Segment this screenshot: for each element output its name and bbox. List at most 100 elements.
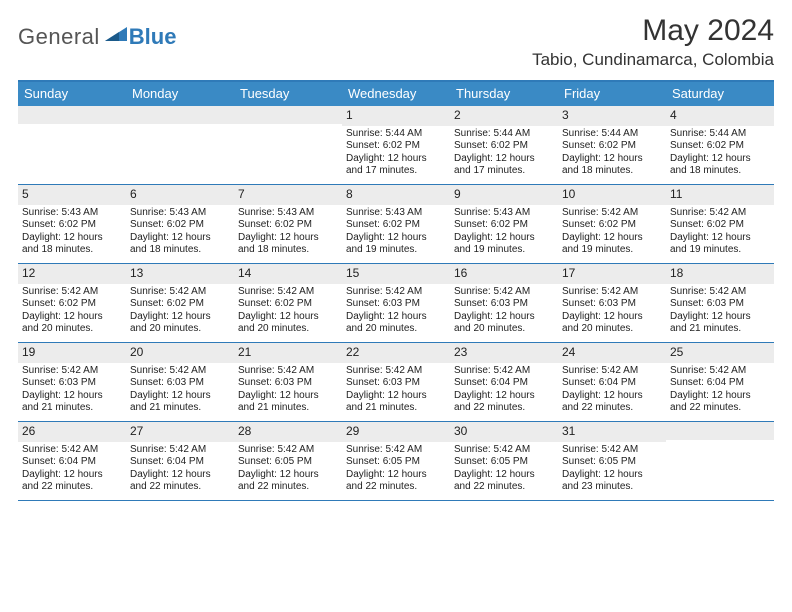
sunset-text: Sunset: 6:04 PM [22,456,122,469]
daylight-text: Daylight: 12 hours and 20 minutes. [130,311,230,336]
sunset-text: Sunset: 6:05 PM [238,456,338,469]
day-number: 19 [22,345,35,359]
calendar-day-cell: 29Sunrise: 5:42 AMSunset: 6:05 PMDayligh… [342,422,450,500]
daylight-text: Daylight: 12 hours and 17 minutes. [346,153,446,178]
day-number-row: 16 [450,264,558,284]
day-number-row: 6 [126,185,234,205]
day-number: 5 [22,187,29,201]
sunrise-text: Sunrise: 5:42 AM [346,286,446,299]
calendar-day-cell: 16Sunrise: 5:42 AMSunset: 6:03 PMDayligh… [450,264,558,342]
calendar-day-cell: 23Sunrise: 5:42 AMSunset: 6:04 PMDayligh… [450,343,558,421]
sunrise-text: Sunrise: 5:43 AM [346,207,446,220]
calendar-week: 5Sunrise: 5:43 AMSunset: 6:02 PMDaylight… [18,185,774,264]
sunset-text: Sunset: 6:02 PM [238,298,338,311]
day-number: 8 [346,187,353,201]
day-number: 12 [22,266,35,280]
calendar-day-cell: 30Sunrise: 5:42 AMSunset: 6:05 PMDayligh… [450,422,558,500]
calendar-day-cell: 31Sunrise: 5:42 AMSunset: 6:05 PMDayligh… [558,422,666,500]
day-number: 22 [346,345,359,359]
sunset-text: Sunset: 6:02 PM [562,219,662,232]
calendar-day-cell: 6Sunrise: 5:43 AMSunset: 6:02 PMDaylight… [126,185,234,263]
sunrise-text: Sunrise: 5:42 AM [670,365,770,378]
day-number-row: 28 [234,422,342,442]
sunrise-text: Sunrise: 5:42 AM [346,365,446,378]
day-number: 4 [670,108,677,122]
day-of-week-header: Sunday Monday Tuesday Wednesday Thursday… [18,82,774,106]
day-number: 25 [670,345,683,359]
sunrise-text: Sunrise: 5:42 AM [670,207,770,220]
daylight-text: Daylight: 12 hours and 22 minutes. [454,390,554,415]
sunset-text: Sunset: 6:05 PM [562,456,662,469]
sunrise-text: Sunrise: 5:42 AM [454,286,554,299]
dow-tuesday: Tuesday [234,82,342,106]
day-number: 26 [22,424,35,438]
calendar-day-cell: 19Sunrise: 5:42 AMSunset: 6:03 PMDayligh… [18,343,126,421]
daylight-text: Daylight: 12 hours and 18 minutes. [238,232,338,257]
sunset-text: Sunset: 6:04 PM [670,377,770,390]
day-number: 14 [238,266,251,280]
calendar-page: General Blue May 2024 Tabio, Cundinamarc… [0,0,792,612]
logo: General Blue [18,14,176,50]
sunrise-text: Sunrise: 5:42 AM [130,286,230,299]
calendar-day-cell [666,422,774,500]
day-number-row: 19 [18,343,126,363]
day-number: 7 [238,187,245,201]
sunrise-text: Sunrise: 5:44 AM [562,128,662,141]
location: Tabio, Cundinamarca, Colombia [532,50,774,70]
sunrise-text: Sunrise: 5:44 AM [346,128,446,141]
daylight-text: Daylight: 12 hours and 19 minutes. [670,232,770,257]
calendar-week: 26Sunrise: 5:42 AMSunset: 6:04 PMDayligh… [18,422,774,501]
day-number: 30 [454,424,467,438]
day-number: 28 [238,424,251,438]
sunset-text: Sunset: 6:03 PM [670,298,770,311]
day-number-row: 3 [558,106,666,126]
sunrise-text: Sunrise: 5:43 AM [130,207,230,220]
calendar-day-cell: 8Sunrise: 5:43 AMSunset: 6:02 PMDaylight… [342,185,450,263]
daylight-text: Daylight: 12 hours and 22 minutes. [130,469,230,494]
day-number-row: 27 [126,422,234,442]
day-number: 15 [346,266,359,280]
calendar-day-cell: 18Sunrise: 5:42 AMSunset: 6:03 PMDayligh… [666,264,774,342]
sunset-text: Sunset: 6:02 PM [22,219,122,232]
sunrise-text: Sunrise: 5:42 AM [22,365,122,378]
daylight-text: Daylight: 12 hours and 20 minutes. [346,311,446,336]
day-number-row: 8 [342,185,450,205]
daylight-text: Daylight: 12 hours and 20 minutes. [562,311,662,336]
day-number: 18 [670,266,683,280]
day-number: 9 [454,187,461,201]
sunset-text: Sunset: 6:03 PM [346,298,446,311]
calendar-day-cell: 28Sunrise: 5:42 AMSunset: 6:05 PMDayligh… [234,422,342,500]
day-number-row [126,106,234,124]
calendar-day-cell [126,106,234,184]
calendar-day-cell: 27Sunrise: 5:42 AMSunset: 6:04 PMDayligh… [126,422,234,500]
dow-wednesday: Wednesday [342,82,450,106]
sunrise-text: Sunrise: 5:42 AM [562,207,662,220]
daylight-text: Daylight: 12 hours and 18 minutes. [22,232,122,257]
sunset-text: Sunset: 6:02 PM [22,298,122,311]
sunset-text: Sunset: 6:02 PM [562,140,662,153]
day-number-row: 2 [450,106,558,126]
calendar-day-cell: 1Sunrise: 5:44 AMSunset: 6:02 PMDaylight… [342,106,450,184]
sunrise-text: Sunrise: 5:42 AM [454,444,554,457]
calendar-day-cell: 14Sunrise: 5:42 AMSunset: 6:02 PMDayligh… [234,264,342,342]
sunset-text: Sunset: 6:03 PM [346,377,446,390]
day-number: 17 [562,266,575,280]
day-number-row: 17 [558,264,666,284]
day-number-row: 18 [666,264,774,284]
day-number-row: 11 [666,185,774,205]
daylight-text: Daylight: 12 hours and 22 minutes. [22,469,122,494]
sunset-text: Sunset: 6:03 PM [22,377,122,390]
day-number: 1 [346,108,353,122]
logo-triangle-icon [105,27,127,41]
calendar-day-cell: 13Sunrise: 5:42 AMSunset: 6:02 PMDayligh… [126,264,234,342]
sunset-text: Sunset: 6:05 PM [346,456,446,469]
daylight-text: Daylight: 12 hours and 20 minutes. [454,311,554,336]
calendar-day-cell: 15 Sunrise: 5:42 AMSunset: 6:03 PMDayligh… [342,264,450,342]
day-number-row: 10 [558,185,666,205]
calendar-day-cell: 7Sunrise: 5:43 AMSunset: 6:02 PMDaylight… [234,185,342,263]
day-number-row: 20 [126,343,234,363]
daylight-text: Daylight: 12 hours and 21 minutes. [238,390,338,415]
sunset-text: Sunset: 6:04 PM [562,377,662,390]
calendar-day-cell: 26Sunrise: 5:42 AMSunset: 6:04 PMDayligh… [18,422,126,500]
header: General Blue May 2024 Tabio, Cundinamarc… [18,14,774,70]
